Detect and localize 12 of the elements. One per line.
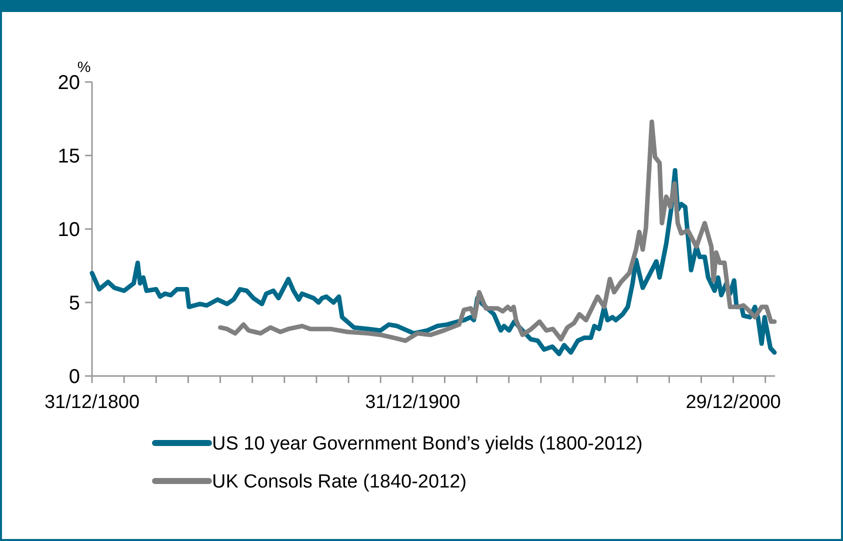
line-series [218, 119, 777, 343]
y-tick-label: 20 [58, 72, 80, 94]
legend-label: US 10 year Government Bond’s yields (1800-2012) [212, 434, 643, 455]
x-tick-label: 29/12/2000 [686, 392, 781, 413]
x-tick-label: 31/12/1900 [365, 392, 460, 413]
legend-label: UK Consols Rate (1840-2012) [212, 472, 467, 493]
x-tick-label: 31/12/1800 [44, 392, 140, 413]
y-tick-label: 0 [68, 366, 80, 388]
y-tick-label: 10 [58, 219, 80, 241]
y-tick-label: 5 [68, 292, 80, 314]
y-axis-title: % [77, 59, 91, 76]
y-tick-label: 15 [58, 146, 80, 168]
